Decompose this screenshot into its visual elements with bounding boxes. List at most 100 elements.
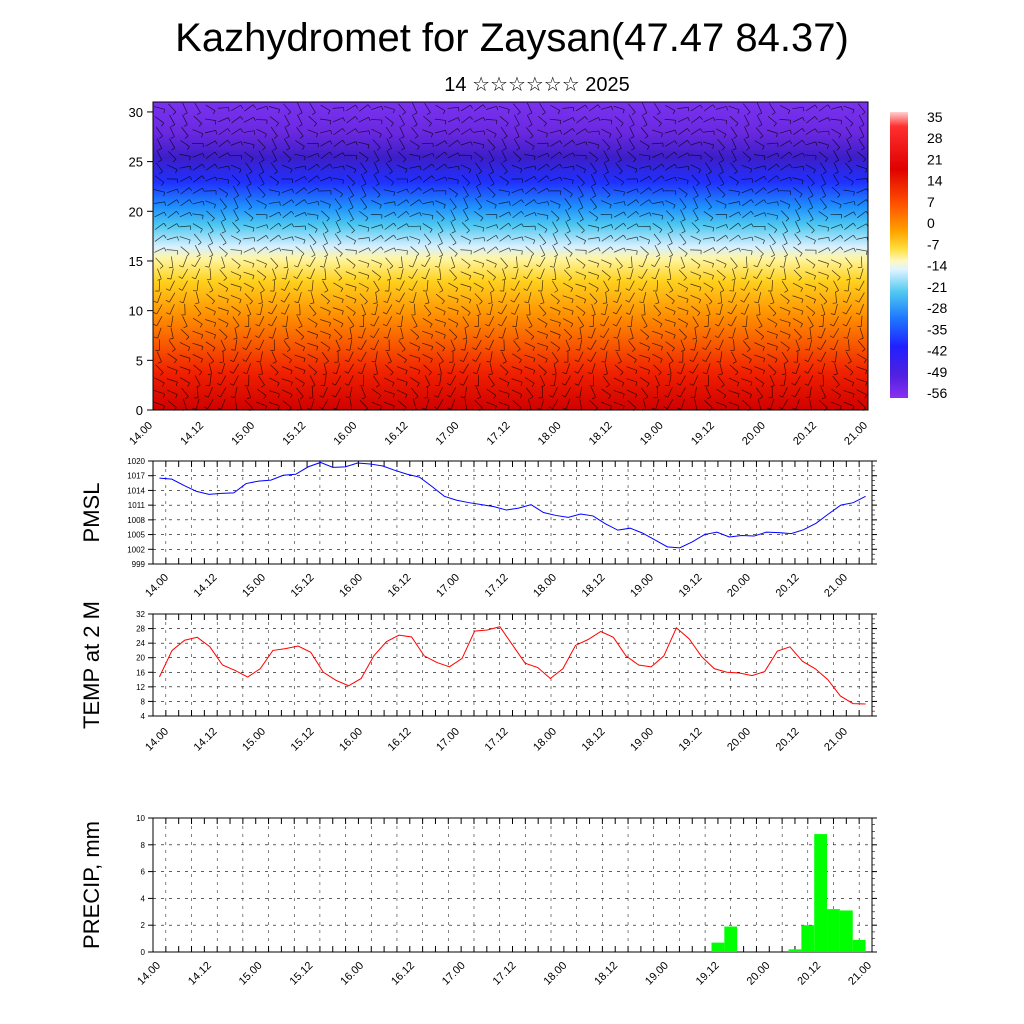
wind-barb-flag [216, 383, 221, 386]
wind-barb-flag [802, 117, 805, 122]
wind-barb [746, 256, 748, 268]
wind-barb-flag [687, 128, 690, 132]
wind-barb-flag [592, 183, 596, 186]
wind-barb-flag [508, 211, 512, 216]
wind-barb-flag [183, 325, 188, 329]
wind-barb [473, 151, 484, 159]
wind-barb-flag [344, 359, 349, 363]
wind-barb-flag [736, 382, 740, 387]
wind-barb-flag [651, 277, 656, 280]
wind-barb-flag [419, 212, 422, 217]
wind-barb [166, 249, 178, 251]
wind-barb [831, 269, 841, 278]
wind-barb [485, 119, 497, 121]
wind-barb [295, 187, 305, 195]
wind-barb-flag [488, 302, 493, 304]
wind-barb [384, 247, 395, 253]
wind-barb-flag [196, 112, 201, 115]
wind-barb [564, 233, 572, 243]
wind-barb [475, 339, 482, 350]
wind-barb [209, 374, 212, 386]
wind-barb-flag [839, 204, 842, 209]
panel-frame [152, 460, 873, 565]
wind-barb [703, 211, 714, 218]
wind-barb [665, 140, 675, 147]
wind-barb-flag [789, 163, 793, 168]
wind-barb [562, 282, 573, 289]
wind-barb [361, 363, 366, 374]
wind-barb [398, 292, 406, 303]
wind-barb-flag [625, 312, 630, 315]
wind-barb-flag [251, 288, 254, 292]
wind-barb-flag [264, 263, 267, 268]
wind-barb-flag [378, 276, 382, 281]
wind-barb-flag [579, 219, 584, 222]
wind-barb [230, 283, 242, 288]
wind-barb-flag [445, 130, 447, 135]
wind-barb-flag [184, 135, 189, 139]
wind-barb-flag [599, 335, 604, 339]
wind-barb [155, 126, 163, 137]
wind-barb-flag [332, 372, 337, 375]
wind-barb [702, 236, 714, 240]
wind-barb-flag [233, 338, 238, 340]
wind-barb [511, 236, 523, 240]
wind-barb [600, 118, 612, 121]
wind-barb [461, 305, 471, 313]
wind-barb [345, 249, 357, 251]
wind-barb-flag [496, 106, 499, 111]
wind-barb [613, 390, 625, 395]
wind-barb-flag [749, 359, 752, 364]
wind-barb [654, 256, 661, 267]
wind-barb [449, 269, 457, 279]
wind-barb [473, 282, 484, 289]
wind-barb-flag [783, 242, 788, 246]
wind-barb-flag [603, 373, 608, 376]
wind-barb-flag [406, 211, 410, 215]
x-tick-label: 15.12 [288, 960, 316, 988]
wind-barb-flag [416, 383, 420, 387]
wind-barb-flag [593, 301, 598, 305]
wind-barb [601, 234, 612, 242]
x-tick-label: 15.12 [280, 420, 308, 448]
wind-barb [664, 176, 676, 182]
wind-barb [859, 327, 864, 339]
wind-barb-flag [444, 151, 448, 156]
wind-barb [385, 257, 394, 267]
wind-barb [525, 246, 534, 255]
wind-barb [590, 351, 597, 362]
wind-barb [830, 106, 842, 110]
wind-barb-flag [800, 288, 803, 292]
wind-barb [193, 233, 202, 243]
wind-barb-flag [291, 199, 295, 204]
wind-barb-flag [724, 264, 727, 268]
wind-barb [678, 246, 688, 254]
wind-barb-flag [583, 299, 587, 304]
wind-barb-flag [733, 135, 738, 139]
wind-barb [192, 342, 204, 347]
wind-barb [388, 280, 390, 292]
wind-barb [848, 339, 850, 351]
wind-barb-flag [171, 349, 176, 352]
wind-barb [805, 154, 817, 157]
wind-barb [603, 150, 610, 161]
wind-barb-flag [617, 148, 622, 151]
wind-barb [281, 164, 293, 170]
wind-barb [334, 198, 342, 208]
wind-barb [641, 387, 649, 397]
wind-barb [271, 304, 278, 315]
wind-barb [272, 268, 277, 280]
wind-barb-flag [681, 231, 686, 234]
wind-barb [244, 399, 253, 409]
wind-barb-flag [298, 325, 303, 329]
wind-barb [308, 233, 317, 243]
wind-barb [514, 304, 520, 315]
wind-barb [792, 106, 804, 110]
wind-barb-flag [681, 219, 686, 222]
wind-barb-flag [481, 288, 484, 292]
wind-barb-flag [520, 381, 523, 386]
wind-barb [680, 209, 686, 220]
wind-barb [411, 127, 419, 137]
wind-barb-flag [298, 124, 303, 127]
wind-barb-flag [485, 347, 490, 351]
